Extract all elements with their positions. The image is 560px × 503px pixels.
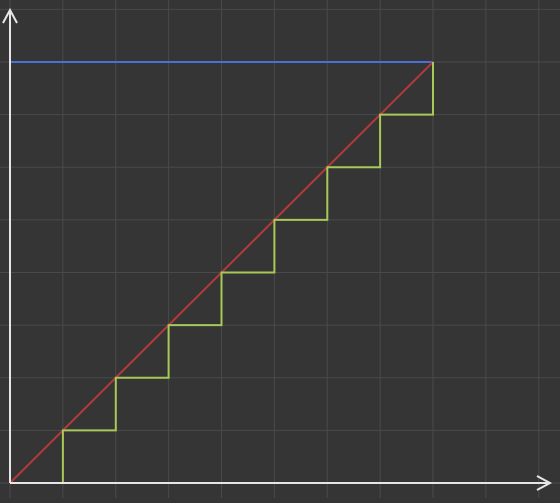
y-axis-arrow-icon <box>2 7 18 24</box>
x-axis-arrow-icon <box>536 475 553 491</box>
staircase-line <box>10 62 434 484</box>
axes <box>2 7 553 491</box>
